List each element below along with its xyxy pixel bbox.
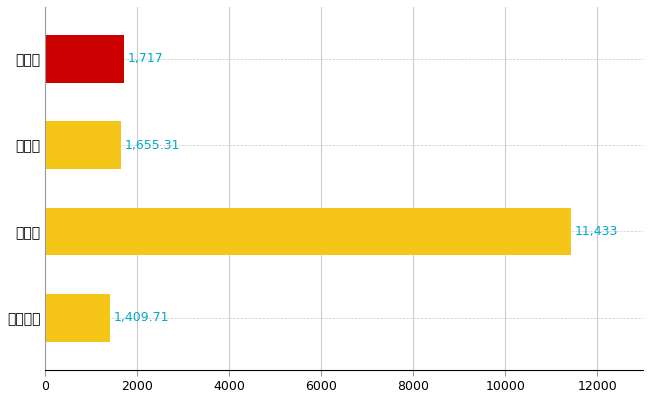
Bar [46, 208, 571, 255]
Text: 11,433: 11,433 [575, 225, 618, 238]
Bar [46, 35, 124, 82]
Bar [46, 294, 110, 342]
Text: 1,655.31: 1,655.31 [125, 139, 181, 152]
Bar [46, 121, 122, 169]
Text: 1,717: 1,717 [128, 52, 164, 65]
Text: 1,409.71: 1,409.71 [114, 311, 169, 324]
